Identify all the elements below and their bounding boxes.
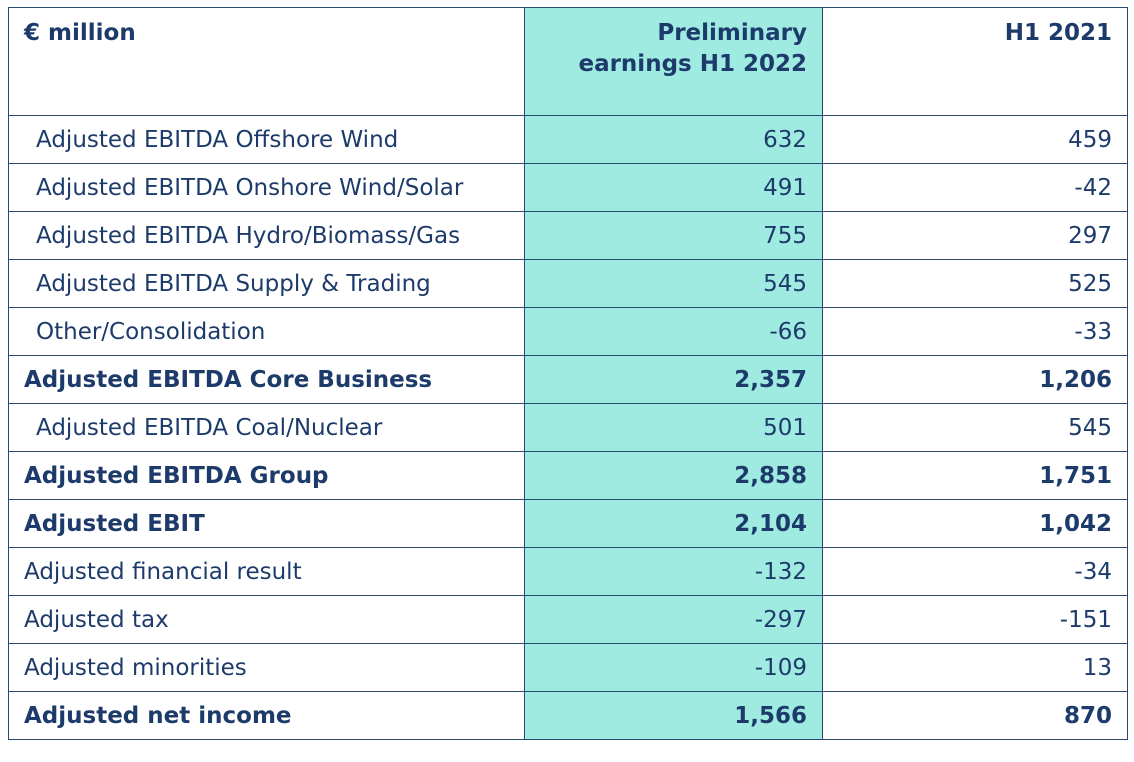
table-row: Adjusted EBITDA Onshore Wind/Solar 491 -42 bbox=[8, 163, 1128, 212]
header-cell: Preliminary earnings H1 2022 bbox=[524, 7, 823, 116]
table-row: Adjusted EBITDA Group 2,858 1,751 bbox=[8, 451, 1128, 500]
value-cell: 2,858 bbox=[524, 451, 823, 500]
value-cell: 632 bbox=[524, 115, 823, 164]
value-cell: -66 bbox=[524, 307, 823, 356]
row-label: Adjusted EBITDA Group bbox=[8, 451, 525, 500]
value-cell: 491 bbox=[524, 163, 823, 212]
value-cell: 459 bbox=[822, 115, 1128, 164]
value-cell: -132 bbox=[524, 547, 823, 596]
value-cell: 13 bbox=[822, 643, 1128, 692]
table-row: Adjusted EBITDA Hydro/Biomass/Gas 755 297 bbox=[8, 211, 1128, 260]
row-label: Adjusted minorities bbox=[8, 643, 525, 692]
table-row: Adjusted EBITDA Coal/Nuclear 501 545 bbox=[8, 403, 1128, 452]
table-row: Adjusted EBITDA Core Business 2,357 1,206 bbox=[8, 355, 1128, 404]
header-row: € million Preliminary earnings H1 2022 H1 … bbox=[8, 7, 1128, 116]
value-cell: -297 bbox=[524, 595, 823, 644]
row-label: Adjusted EBITDA Core Business bbox=[8, 355, 525, 404]
row-label: Adjusted EBITDA Onshore Wind/Solar bbox=[8, 163, 525, 212]
table-row: Adjusted EBITDA Supply & Trading 545 525 bbox=[8, 259, 1128, 308]
value-cell: 501 bbox=[524, 403, 823, 452]
row-label: Other/Consolidation bbox=[8, 307, 525, 356]
row-label: Adjusted tax bbox=[8, 595, 525, 644]
value-cell: 545 bbox=[822, 403, 1128, 452]
value-cell: 1,206 bbox=[822, 355, 1128, 404]
row-label: Adjusted EBITDA Coal/Nuclear bbox=[8, 403, 525, 452]
earnings-table: € million Preliminary earnings H1 2022 H1 … bbox=[8, 7, 1128, 740]
value-cell: 1,566 bbox=[524, 691, 823, 740]
value-cell: -42 bbox=[822, 163, 1128, 212]
header-cell: € million bbox=[8, 7, 525, 116]
value-cell: -151 bbox=[822, 595, 1128, 644]
value-cell: 1,042 bbox=[822, 499, 1128, 548]
table-row: Adjusted net income 1,566 870 bbox=[8, 691, 1128, 740]
value-cell: 525 bbox=[822, 259, 1128, 308]
table-row: Adjusted EBIT 2,104 1,042 bbox=[8, 499, 1128, 548]
table-row: Adjusted tax -297 -151 bbox=[8, 595, 1128, 644]
row-label: Adjusted EBIT bbox=[8, 499, 525, 548]
value-cell: 545 bbox=[524, 259, 823, 308]
value-cell: 297 bbox=[822, 211, 1128, 260]
value-cell: 2,104 bbox=[524, 499, 823, 548]
row-label: Adjusted net income bbox=[8, 691, 525, 740]
value-cell: -33 bbox=[822, 307, 1128, 356]
value-cell: 1,751 bbox=[822, 451, 1128, 500]
value-cell: -109 bbox=[524, 643, 823, 692]
row-label: Adjusted financial result bbox=[8, 547, 525, 596]
table-row: Other/Consolidation -66 -33 bbox=[8, 307, 1128, 356]
row-label: Adjusted EBITDA Hydro/Biomass/Gas bbox=[8, 211, 525, 260]
row-label: Adjusted EBITDA Offshore Wind bbox=[8, 115, 525, 164]
value-cell: -34 bbox=[822, 547, 1128, 596]
value-cell: 755 bbox=[524, 211, 823, 260]
row-label: Adjusted EBITDA Supply & Trading bbox=[8, 259, 525, 308]
value-cell: 870 bbox=[822, 691, 1128, 740]
table-row: Adjusted financial result -132 -34 bbox=[8, 547, 1128, 596]
table-row: Adjusted minorities -109 13 bbox=[8, 643, 1128, 692]
value-cell: 2,357 bbox=[524, 355, 823, 404]
header-cell: H1 2021 bbox=[822, 7, 1128, 116]
table-row: Adjusted EBITDA Offshore Wind 632 459 bbox=[8, 115, 1128, 164]
